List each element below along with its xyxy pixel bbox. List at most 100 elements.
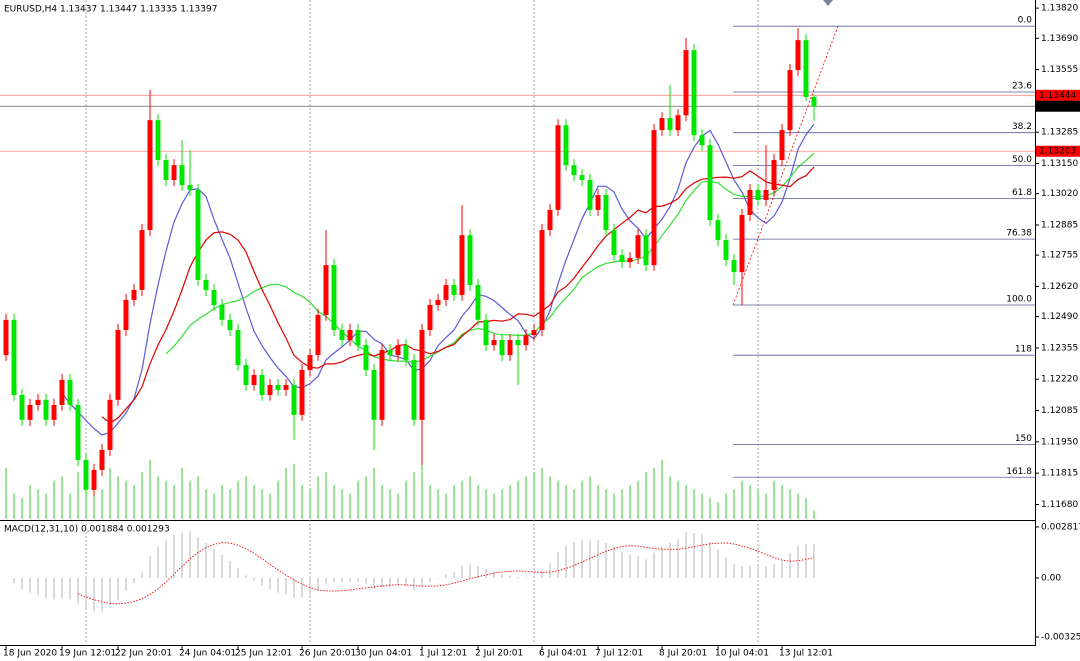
candle-body <box>267 385 273 395</box>
price-tag <box>1036 89 1080 101</box>
candle-body <box>387 349 393 356</box>
candle-body <box>155 120 161 161</box>
candle-body <box>67 379 73 405</box>
candle-body <box>347 330 353 341</box>
candle-body <box>59 379 65 405</box>
candle-body <box>371 369 377 420</box>
macd-y-tick-label: 0.002817 <box>1041 522 1080 532</box>
y-tick-label: 1.11680 <box>1041 500 1078 510</box>
candle-body <box>539 230 545 331</box>
candle-body <box>467 235 473 286</box>
candle-body <box>675 115 681 131</box>
candle-body <box>403 345 409 360</box>
candle-body <box>259 375 265 395</box>
candle-body <box>523 335 529 346</box>
y-tick-label: 1.11815 <box>1041 469 1078 479</box>
fib-label: 118 <box>1015 345 1032 355</box>
candle-body <box>187 185 193 190</box>
candle-body <box>803 40 809 97</box>
candle-body <box>667 118 673 131</box>
candle-body <box>379 349 385 420</box>
macd-signal <box>77 542 815 605</box>
y-tick-label: 1.13150 <box>1041 159 1078 169</box>
candle-body <box>451 285 457 296</box>
x-tick-label: 10 Jul 04:01 <box>715 649 769 659</box>
candle-body <box>435 299 441 305</box>
candle-body <box>275 385 281 390</box>
y-tick-label: 1.12220 <box>1041 375 1078 385</box>
x-tick-label: 8 Jul 20:01 <box>659 649 707 659</box>
candle-body <box>763 189 769 200</box>
candle-body <box>3 319 9 356</box>
x-tick-label: 24 Jun 04:01 <box>179 649 236 659</box>
candle-body <box>211 289 217 305</box>
candle-body <box>35 399 41 405</box>
fib-label: 23.6 <box>1012 82 1032 92</box>
candle-body <box>99 449 105 470</box>
candle-body <box>179 165 185 186</box>
candle-body <box>595 195 601 210</box>
candle-body <box>715 220 721 241</box>
y-tick-label: 1.13555 <box>1041 65 1078 75</box>
candle-body <box>531 330 537 336</box>
x-tick-label: 18 Jun 2020 <box>3 649 57 659</box>
price-tag <box>1036 100 1080 112</box>
candle-body <box>291 385 297 415</box>
candle-body <box>811 96 817 107</box>
candle-body <box>251 375 257 386</box>
candle-body <box>147 120 153 231</box>
candle-body <box>483 319 489 346</box>
candle-body <box>243 365 249 386</box>
price-tag-label: 1.13444 <box>1039 91 1076 101</box>
candle-body <box>587 179 593 210</box>
macd-label: MACD(12,31,10) 0.001884 0.001293 <box>4 525 170 535</box>
y-tick-label: 1.13285 <box>1041 128 1078 138</box>
candle-body <box>739 215 745 273</box>
y-tick-label: 1.12490 <box>1041 312 1078 322</box>
fib-label: 0.0 <box>1018 16 1033 26</box>
candle-body <box>755 189 761 200</box>
candle-body <box>203 279 209 290</box>
candle-body <box>723 240 729 260</box>
candle-body <box>459 235 465 296</box>
candle-body <box>355 330 361 346</box>
candle-body <box>515 340 521 346</box>
candle-body <box>619 255 625 263</box>
candle-body <box>315 314 321 356</box>
candle-body <box>139 230 145 290</box>
moving-average <box>61 123 815 436</box>
candle-body <box>107 399 113 450</box>
candle-body <box>283 385 289 390</box>
candle-body <box>475 285 481 320</box>
y-tick-label: 1.12085 <box>1041 406 1078 416</box>
candle-body <box>683 50 689 116</box>
candle-body <box>563 125 569 166</box>
candle-body <box>339 330 345 341</box>
candle-body <box>51 404 57 420</box>
candle-body <box>691 50 697 136</box>
macd-y-tick-label: 0.00 <box>1041 573 1061 583</box>
candle-body <box>795 40 801 71</box>
fib-label: 100.0 <box>1006 294 1032 304</box>
candle-body <box>443 285 449 300</box>
chart-title: EURUSD,H4 1.13437 1.13447 1.13335 1.1339… <box>4 5 217 15</box>
fib-label: 61.8 <box>1012 188 1032 198</box>
candle-body <box>131 289 137 300</box>
y-tick-label: 1.13820 <box>1041 4 1078 14</box>
candle-body <box>195 189 201 280</box>
candle-body <box>779 130 785 161</box>
y-tick-label: 1.12755 <box>1041 251 1078 261</box>
macd-y-tick-label: -0.003259 <box>1041 633 1080 643</box>
y-tick-label: 1.12885 <box>1041 220 1078 230</box>
candle-body <box>83 459 89 490</box>
candle-body <box>659 118 665 131</box>
candle-body <box>771 160 777 190</box>
moving-average <box>101 166 815 424</box>
candle-body <box>163 160 169 180</box>
x-tick-label: 13 Jul 12:01 <box>779 649 833 659</box>
fib-label: 150 <box>1015 434 1032 444</box>
candle-body <box>579 175 585 180</box>
x-tick-label: 30 Jun 04:01 <box>355 649 412 659</box>
